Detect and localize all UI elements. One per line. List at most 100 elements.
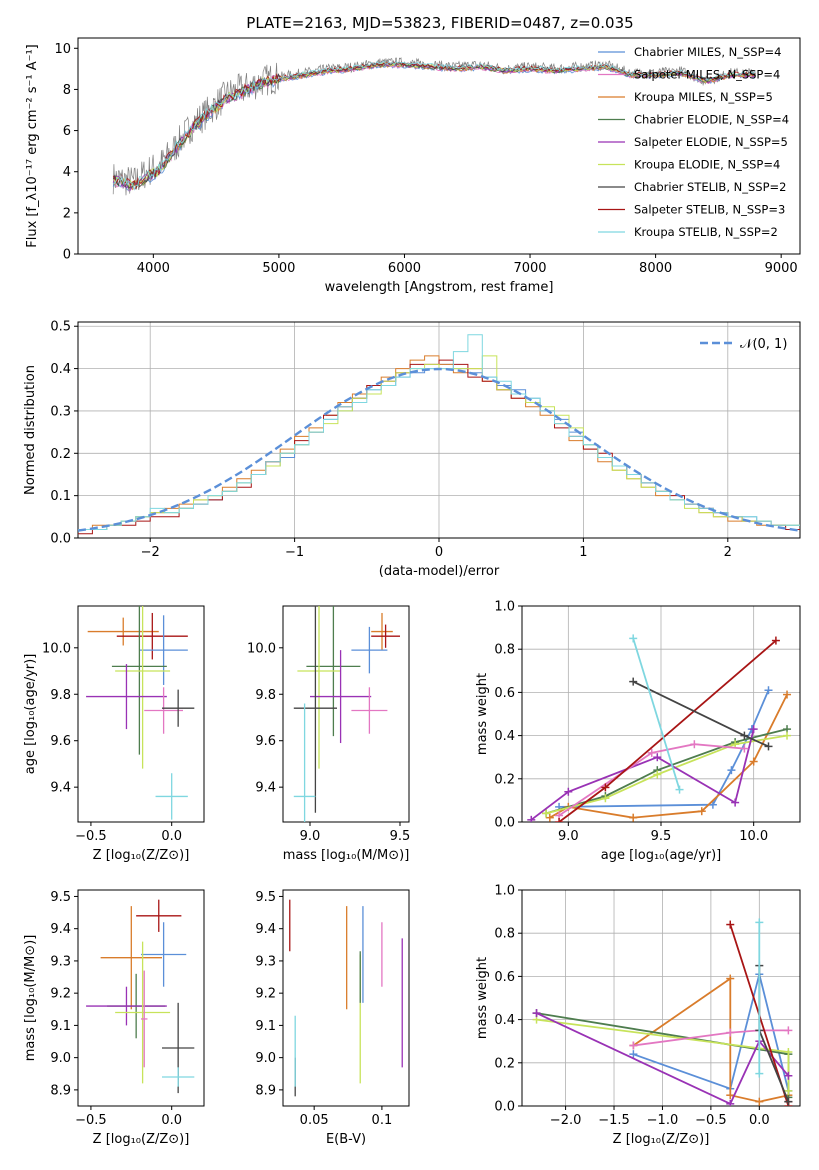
mass_vs_ebv-ytick-label: 9.4 (255, 922, 276, 937)
spectrum-xtick-label: 4000 (137, 261, 170, 276)
weight_vs_Z-ytick-label: 0.6 (494, 970, 515, 985)
residuals-xtick-label: 1 (579, 545, 587, 560)
weight_vs_age-xtick-label: 9.0 (558, 829, 579, 844)
residuals-ytick-label: 0.3 (50, 404, 71, 419)
mass_vs_Z-xtick-label: 0.0 (161, 1113, 182, 1128)
mass_vs_ebv-xtick-label: 0.05 (300, 1113, 329, 1128)
mass_vs_Z-frame (77, 889, 205, 1107)
spectrum-ytick-label: 2 (63, 206, 71, 221)
series-line (632, 638, 681, 790)
age_vs_mass-xtick-label: 9.5 (390, 829, 411, 844)
mass_vs_Z-ytick-label: 9.5 (50, 890, 71, 905)
weight_vs_age-ytick-label: 0.6 (494, 686, 515, 701)
spectrum-ytick-label: 10 (54, 42, 71, 57)
mass_vs_ebv-ytick-label: 9.5 (255, 890, 276, 905)
age_vs_Z-xtick-label: 0.0 (161, 829, 182, 844)
residuals-xtick-label: 2 (724, 545, 732, 560)
age_vs_Z-ylabel: age [log₁₀(age/yr)] (23, 654, 38, 775)
age_vs_mass-xlabel: mass [log₁₀(M/M⊙)] (283, 848, 410, 863)
mass_vs_Z-ytick-label: 9.2 (50, 987, 71, 1002)
age_vs_mass-marks (293, 606, 400, 822)
residuals-xtick-label: −2 (141, 545, 160, 560)
residuals-ytick-label: 0.2 (50, 447, 71, 462)
weight_vs_Z-xtick-label: −2.0 (550, 1113, 582, 1128)
mass_vs_Z-ytick-label: 8.9 (50, 1083, 71, 1098)
age_vs_mass-ytick-label: 9.4 (255, 781, 276, 796)
mass_vs_Z-axes: −0.5 0.0 8.9 9.0 9.1 9.2 9.3 9.4 9.5 Z [log₁₀(Z/Z… (23, 889, 205, 1147)
spectrum-xtick-label: 6000 (388, 261, 421, 276)
age_vs_Z-ytick-label: 9.6 (50, 734, 71, 749)
residuals-frame (77, 321, 801, 539)
weight_vs_Z-xtick-label: 0.0 (749, 1113, 770, 1128)
legend-label: Chabrier ELODIE, N_SSP=4 (634, 113, 789, 127)
residuals-ylabel: Normed distribution (23, 365, 38, 495)
spectrum-frame (77, 37, 801, 255)
mass_vs_ebv-axes: 0.05 0.1 8.9 9.0 9.1 9.2 9.3 9.4 9.5 E(B-V) (255, 889, 410, 1147)
spectrum-xtick-label: 5000 (262, 261, 295, 276)
spectrum-xtick-label: 9000 (765, 261, 798, 276)
weight_vs_Z-xlabel: Z [log₁₀(Z/Z⊙)] (613, 1132, 710, 1147)
residuals-ytick-label: 0.4 (50, 362, 71, 377)
spectrum-xtick-label: 8000 (639, 261, 672, 276)
residuals-axes: −2 −1 0 1 2 0.0 0.1 0.2 0.3 0.4 0.5 (data-model)/er… (23, 320, 801, 579)
residuals-ytick-label: 0.5 (50, 320, 71, 335)
age_vs_Z-frame (77, 605, 205, 823)
model-trace (112, 64, 755, 192)
weight_vs_Z-ytick-label: 1.0 (494, 884, 515, 899)
age_vs_Z-marks (86, 606, 195, 820)
legend-label: Kroupa MILES, N_SSP=5 (634, 90, 773, 104)
series-line (558, 639, 777, 822)
residuals-xtick-label: −1 (285, 545, 304, 560)
weight_vs_age-axes: 9.0 9.5 10.0 0.0 0.2 0.4 0.6 0.8 1.0 age [log₁₀(a… (475, 600, 801, 863)
residuals-ytick-label: 0.0 (50, 532, 71, 547)
weight_vs_age-ytick-label: 1.0 (494, 600, 515, 615)
model-trace (112, 62, 755, 191)
age_vs_Z-axes: −0.5 0.0 9.4 9.6 9.8 10.0 Z [log₁₀(Z/Z⊙)] age [… (23, 605, 205, 863)
weight_vs_age-marks (527, 634, 792, 822)
weight_vs_Z-marks (532, 918, 793, 1106)
age_vs_Z-xtick-label: −0.5 (75, 829, 107, 844)
age_vs_mass-ytick-label: 10.0 (247, 641, 276, 656)
figure-title: PLATE=2163, MJD=53823, FIBERID=0487, z=0… (246, 14, 633, 32)
mass_vs_ebv-xtick-label: 0.1 (372, 1113, 393, 1128)
weight_vs_Z-frame (521, 889, 801, 1107)
age_vs_mass-axes: 9.0 9.5 9.4 9.6 9.8 10.0 mass [log₁₀(M/M⊙)] (247, 605, 411, 863)
spectrum-marks (112, 57, 757, 196)
mass_vs_Z-ytick-label: 9.4 (50, 922, 71, 937)
weight_vs_age-xtick-label: 9.5 (651, 829, 672, 844)
weight_vs_age-ytick-label: 0.8 (494, 643, 515, 658)
spectrum-legend: Chabrier MILES, N_SSP=4 Salpeter MILES, N… (598, 45, 789, 239)
mass_vs_ebv-ytick-label: 9.3 (255, 954, 276, 969)
legend-label: Salpeter MILES, N_SSP=4 (634, 68, 780, 82)
age_vs_Z-ytick-label: 10.0 (42, 641, 71, 656)
series-line (632, 680, 769, 748)
weight_vs_age-ytick-label: 0.2 (494, 772, 515, 787)
mass_vs_Z-ytick-label: 9.3 (50, 954, 71, 969)
age_vs_mass-ytick-label: 9.8 (255, 688, 276, 703)
mass_vs_ebv-xlabel: E(B-V) (326, 1132, 366, 1147)
weight_vs_Z-ytick-label: 0.2 (494, 1056, 515, 1071)
legend-label: Salpeter ELODIE, N_SSP=5 (634, 135, 788, 149)
series-line (633, 1029, 789, 1047)
weight_vs_Z-axes: −2.0 −1.5 −1.0 −0.5 0.0 0.0 0.2 0.4 0.6 0.8 1.0 Z [… (475, 884, 801, 1147)
residuals-xlabel: (data-model)/error (379, 564, 500, 579)
age_vs_Z-ytick-label: 9.8 (50, 688, 71, 703)
legend-label: Kroupa ELODIE, N_SSP=4 (634, 158, 780, 172)
mass_vs_ebv-ytick-label: 9.0 (255, 1051, 276, 1066)
weight_vs_Z-ytick-label: 0.8 (494, 927, 515, 942)
mass_vs_ebv-ytick-label: 9.1 (255, 1019, 276, 1034)
gaussian-curve (78, 367, 800, 532)
age_vs_Z-ytick-label: 9.4 (50, 781, 71, 796)
mass_vs_ebv-frame (282, 889, 410, 1107)
age_vs_Z-xlabel: Z [log₁₀(Z/Z⊙)] (93, 848, 190, 863)
spectrum-ytick-label: 0 (63, 248, 71, 263)
spectrum-xlabel: wavelength [Angstrom, rest frame] (325, 280, 554, 295)
weight_vs_age-ytick-label: 0.0 (494, 816, 515, 831)
weight_vs_Z-xtick-label: −1.5 (598, 1113, 630, 1128)
mass_vs_Z-ytick-label: 9.1 (50, 1019, 71, 1034)
weight_vs_Z-xtick-label: −1.0 (647, 1113, 679, 1128)
weight_vs_Z-xtick-label: −0.5 (695, 1113, 727, 1128)
legend-label: 𝒩(0, 1) (740, 337, 787, 352)
mass_vs_ebv-ytick-label: 8.9 (255, 1083, 276, 1098)
